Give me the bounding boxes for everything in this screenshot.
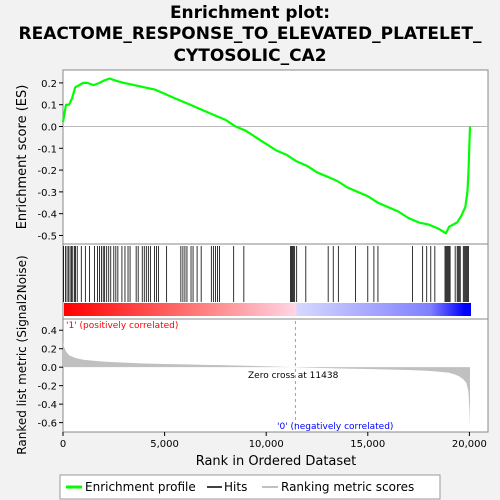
es-panel <box>62 69 489 245</box>
hits-layer <box>63 246 469 302</box>
metric-y-axis-label: Ranked list metric (Signal2Noise) <box>15 255 29 454</box>
x-tick-label: 5,000 <box>150 439 179 450</box>
positive-correlation-label: '1' (positively correlated) <box>66 321 178 331</box>
chart-title-line-2: REACTOME_RESPONSE_TO_ELEVATED_PLATELET_ <box>18 24 482 44</box>
chart-title-line-1: Enrichment plot: <box>170 3 330 23</box>
es-y-axis-label: Enrichment score (ES) <box>15 85 30 230</box>
legend <box>59 474 441 500</box>
legend-label-ranking-metric: Ranking metric scores <box>281 480 414 494</box>
negative-correlation-label: '0' (negatively correlated) <box>277 422 393 432</box>
x-ticks: 0 5,000 10,000 15,000 20,000 <box>60 432 487 450</box>
es-y-tick-label: -0.3 <box>37 188 57 199</box>
legend-label-enrichment-profile: Enrichment profile <box>85 480 196 494</box>
metric-y-tick-label: -0.4 <box>37 400 57 411</box>
legend-label-hits: Hits <box>224 480 247 494</box>
es-curve-layer <box>61 77 472 235</box>
metric-layer <box>63 321 470 430</box>
metric-y-tick-label: 0.0 <box>41 363 57 374</box>
metric-y-tick-label: 0.2 <box>41 345 57 356</box>
x-tick-label: 10,000 <box>249 439 284 450</box>
es-y-tick-label: -0.4 <box>37 210 57 221</box>
rank-colorbar <box>64 303 471 316</box>
metric-y-ticks: 0.4 0.2 0.0 -0.2 -0.4 -0.6 <box>37 326 63 430</box>
es-y-tick-label: 0.0 <box>41 122 57 133</box>
es-series-line <box>61 77 472 235</box>
chart-title-line-3: CYTOSOLIC_CA2 <box>173 46 326 66</box>
es-y-tick-label: -0.2 <box>37 166 57 177</box>
es-y-tick-label: 0.2 <box>41 79 57 90</box>
es-y-tick-label: -0.1 <box>37 144 57 155</box>
es-y-ticks: 0.2 0.1 0.0 -0.1 -0.2 -0.3 -0.4 -0.5 <box>37 79 63 242</box>
colorbar-rect <box>64 303 471 316</box>
x-tick-label: 0 <box>60 439 66 450</box>
metric-y-tick-label: -0.6 <box>37 419 57 430</box>
x-axis-label: Rank in Ordered Dataset <box>196 454 357 469</box>
metric-y-tick-label: -0.2 <box>37 382 57 393</box>
es-y-tick-label: -0.5 <box>37 231 57 242</box>
x-tick-label: 15,000 <box>350 439 385 450</box>
es-y-tick-label: 0.1 <box>41 101 57 112</box>
metric-panel <box>62 318 489 433</box>
zero-cross-label: Zero cross at 11438 <box>248 371 339 381</box>
metric-y-tick-label: 0.4 <box>41 326 57 337</box>
x-tick-label: 20,000 <box>452 439 487 450</box>
